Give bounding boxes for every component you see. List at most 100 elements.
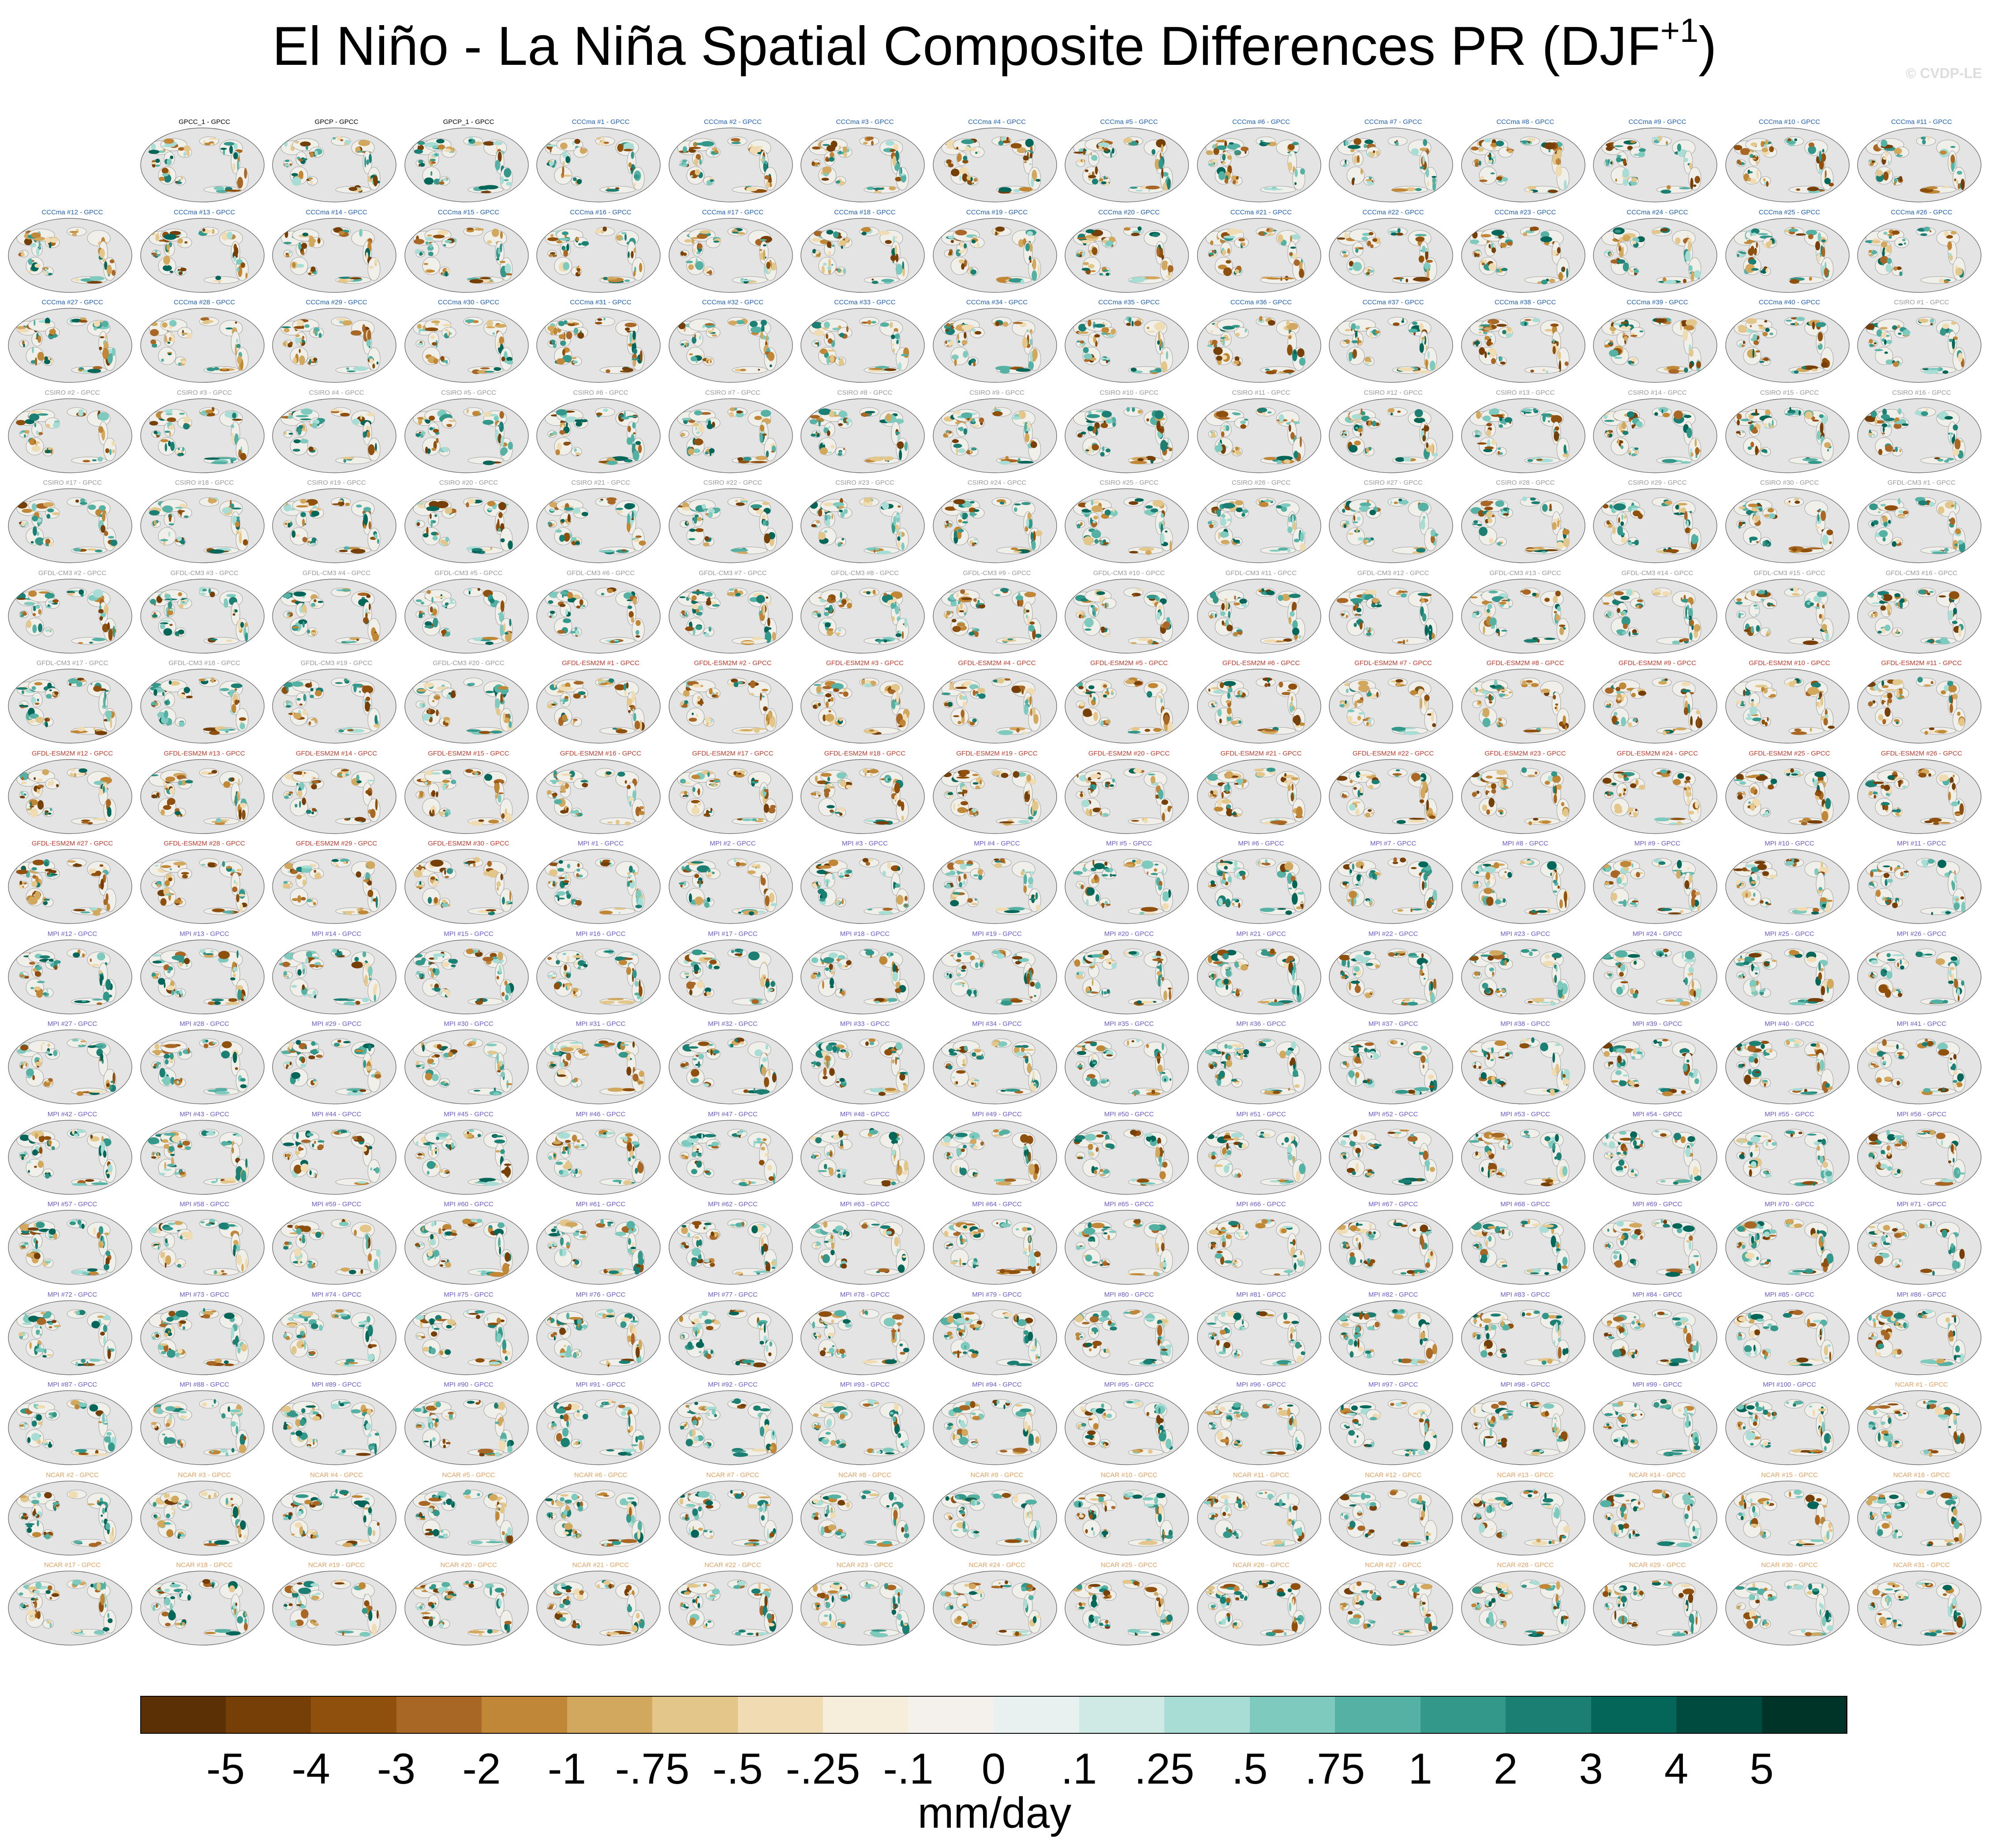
precip-anomaly: [580, 512, 582, 515]
precip-anomaly: [448, 419, 456, 422]
precip-anomaly: [1157, 428, 1163, 432]
precip-anomaly: [1540, 279, 1548, 284]
precip-anomaly: [1753, 249, 1757, 255]
precip-anomaly: [156, 253, 161, 256]
precip-anomaly: [993, 408, 1001, 411]
precip-anomaly: [155, 233, 159, 241]
precip-anomaly: [957, 448, 965, 453]
precip-anomaly: [633, 348, 637, 355]
precip-anomaly: [26, 270, 33, 273]
precip-anomaly: [1507, 150, 1513, 153]
precip-anomaly: [428, 415, 435, 421]
precip-anomaly: [577, 332, 584, 339]
precip-anomaly: [961, 521, 968, 524]
precip-anomaly: [220, 147, 227, 150]
precip-anomaly: [1654, 411, 1658, 416]
precip-anomaly: [1222, 249, 1226, 255]
precip-anomaly: [237, 159, 239, 172]
precip-anomaly: [1768, 239, 1772, 245]
precip-anomaly: [23, 434, 26, 438]
globe-map: [668, 308, 793, 383]
precip-anomaly: [995, 366, 1012, 370]
precip-anomaly: [1367, 453, 1370, 455]
precip-anomaly: [707, 512, 713, 518]
precip-anomaly: [1626, 411, 1635, 418]
precip-anomaly: [1037, 264, 1040, 276]
precip-anomaly: [831, 514, 834, 520]
precip-anomaly: [1131, 321, 1134, 327]
precip-anomaly: [1685, 250, 1691, 262]
panel-label: CSIRO #25 - GPCC: [1099, 479, 1159, 486]
precip-anomaly: [221, 507, 231, 514]
precip-anomaly: [816, 433, 820, 437]
precip-anomaly: [861, 227, 871, 232]
precip-anomaly: [630, 168, 633, 171]
precip-anomaly: [617, 143, 624, 152]
precip-anomaly: [1267, 411, 1271, 414]
precip-anomaly: [1662, 412, 1670, 417]
precip-anomaly: [838, 410, 848, 418]
precip-anomaly: [79, 320, 88, 323]
precip-anomaly: [900, 531, 902, 540]
precip-anomaly: [1818, 151, 1822, 162]
precip-anomaly: [1737, 325, 1746, 331]
precip-anomaly: [1030, 441, 1037, 448]
precip-anomaly: [420, 342, 423, 345]
precip-anomaly: [976, 242, 979, 249]
precip-anomaly: [1220, 539, 1230, 544]
precip-anomaly: [998, 187, 1011, 192]
precip-anomaly: [43, 502, 54, 507]
precip-anomaly: [1224, 141, 1227, 147]
precip-anomaly: [1080, 431, 1086, 434]
precip-anomaly: [180, 176, 183, 180]
precip-anomaly: [161, 322, 168, 328]
precip-anomaly: [826, 333, 829, 339]
precip-anomaly: [1266, 277, 1282, 280]
precip-anomaly: [624, 459, 633, 462]
precip-anomaly: [1694, 438, 1697, 447]
globe-map: [140, 308, 265, 383]
globe-map: [932, 398, 1057, 473]
precip-anomaly: [295, 415, 309, 417]
precip-anomaly: [500, 436, 504, 447]
precip-anomaly: [431, 447, 436, 451]
precip-anomaly: [1102, 138, 1105, 143]
precip-anomaly: [1029, 153, 1032, 159]
precip-anomaly: [598, 500, 603, 502]
precip-anomaly: [346, 367, 349, 370]
precip-anomaly: [616, 508, 624, 510]
precip-anomaly: [690, 356, 697, 362]
precip-anomaly: [1152, 456, 1156, 461]
panel-label: CCCma #19 - GPCC: [966, 208, 1028, 216]
precip-anomaly: [1365, 179, 1372, 182]
precip-anomaly: [373, 175, 378, 187]
precip-anomaly: [1352, 521, 1358, 524]
precip-anomaly: [1533, 408, 1537, 411]
precip-anomaly: [1128, 317, 1132, 323]
globe-map: [1461, 217, 1585, 293]
precip-anomaly: [164, 335, 167, 343]
precip-anomaly: [764, 175, 770, 180]
precip-anomaly: [581, 241, 589, 246]
land-mass: [1346, 166, 1365, 185]
globe-map: [1329, 488, 1453, 563]
globe-map: [140, 127, 265, 202]
precip-anomaly: [289, 341, 293, 345]
precip-anomaly: [973, 509, 979, 512]
precip-anomaly: [1952, 449, 1959, 456]
precip-anomaly: [740, 500, 748, 503]
precip-anomaly: [838, 542, 841, 547]
precip-anomaly: [1265, 370, 1276, 374]
precip-anomaly: [1232, 180, 1236, 184]
land-mass: [632, 257, 645, 281]
precip-anomaly: [1240, 424, 1246, 429]
panel-label: CCCma #9 - GPCC: [1628, 118, 1686, 126]
precip-anomaly: [946, 432, 950, 436]
precip-anomaly: [1666, 185, 1671, 190]
precip-anomaly: [631, 251, 634, 258]
precip-anomaly: [221, 368, 227, 371]
precip-anomaly: [699, 230, 711, 234]
precip-anomaly: [183, 152, 186, 157]
precip-anomaly: [1895, 446, 1898, 452]
map-panel: CCCma #24 - GPCC: [1591, 209, 1724, 299]
